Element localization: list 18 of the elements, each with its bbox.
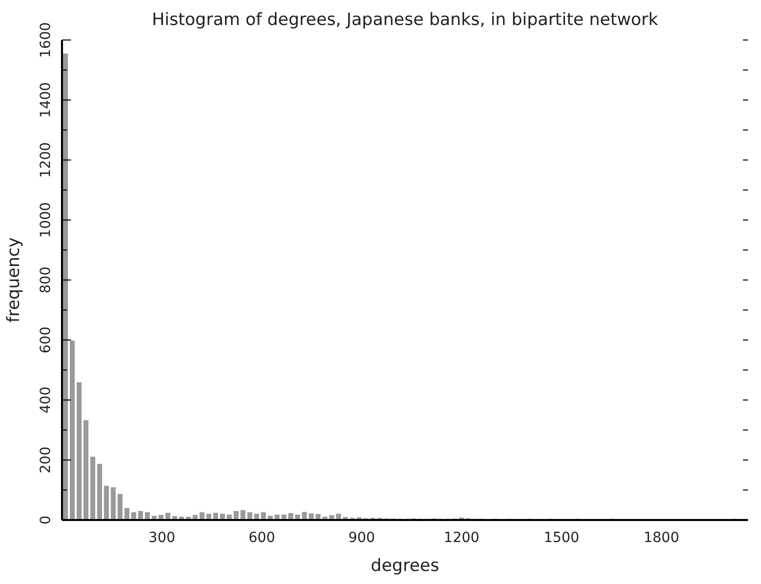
x-tick-label: 1200 [444, 530, 480, 546]
x-tick-label: 900 [348, 530, 376, 546]
x-tick-label: 600 [248, 530, 276, 546]
y-tick-label: 400 [38, 386, 54, 414]
x-tick-label: 1500 [544, 530, 580, 546]
x-tick-label: 300 [148, 530, 176, 546]
chart-title: Histogram of degrees, Japanese banks, in bipartite network [150, 10, 660, 30]
y-tick-label: 1000 [38, 202, 54, 238]
y-tick-label: 1400 [38, 82, 54, 118]
x-tick-label: 1800 [644, 530, 680, 546]
y-tick-label: 0 [38, 516, 54, 524]
y-tick-label: 1600 [38, 22, 54, 58]
y-tick-label: 600 [38, 326, 54, 354]
y-tick-label: 800 [38, 266, 54, 294]
y-tick-label: 1200 [38, 142, 54, 178]
y-axis-title: frequency [4, 236, 25, 325]
y-tick-label: 200 [38, 446, 54, 474]
x-axis-title: degrees [370, 556, 440, 576]
